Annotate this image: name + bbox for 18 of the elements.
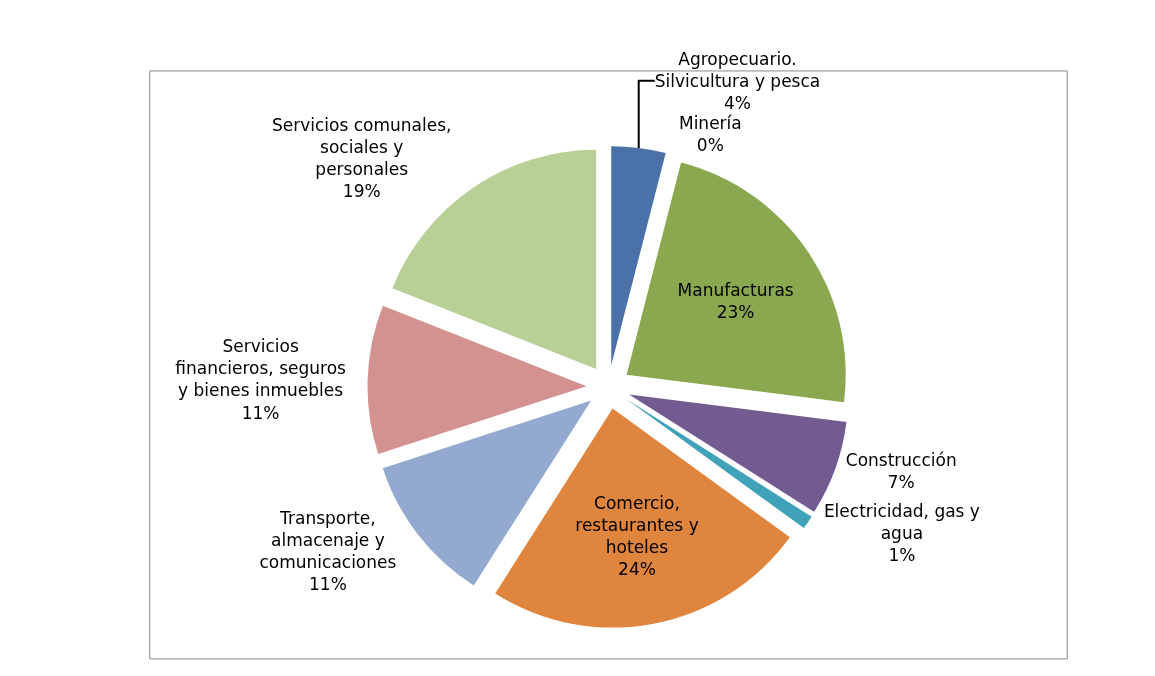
slice-label: Servicios comunales, sociales y personales: [271, 115, 452, 180]
slice-label: Manufacturas: [677, 279, 794, 300]
data-label: 11%: [309, 574, 347, 595]
data-label: 19%: [342, 181, 381, 202]
text: 0%: [696, 134, 724, 155]
slice-label: Comercio, restaurantes y hoteles: [575, 493, 699, 558]
data-label: 1%: [888, 544, 916, 565]
data-label: 24%: [618, 559, 656, 580]
data-label: 23%: [716, 301, 755, 322]
category-label: Minería: [678, 112, 742, 133]
slice-label: Transporte, almacenaje y comunicaciones: [259, 507, 397, 572]
slice-label: Agropecuario. Silvicultura y pesca: [654, 48, 821, 91]
data-label: 7%: [887, 472, 915, 493]
data-label: 11%: [241, 402, 280, 423]
data-label: 4%: [723, 92, 751, 113]
slice-label: Servicios financieros, seguros y bienes inmuebles: [175, 336, 347, 401]
slice-label: Electricidad, gas y agua: [823, 500, 980, 543]
slice-label: Construcción: [845, 450, 957, 470]
